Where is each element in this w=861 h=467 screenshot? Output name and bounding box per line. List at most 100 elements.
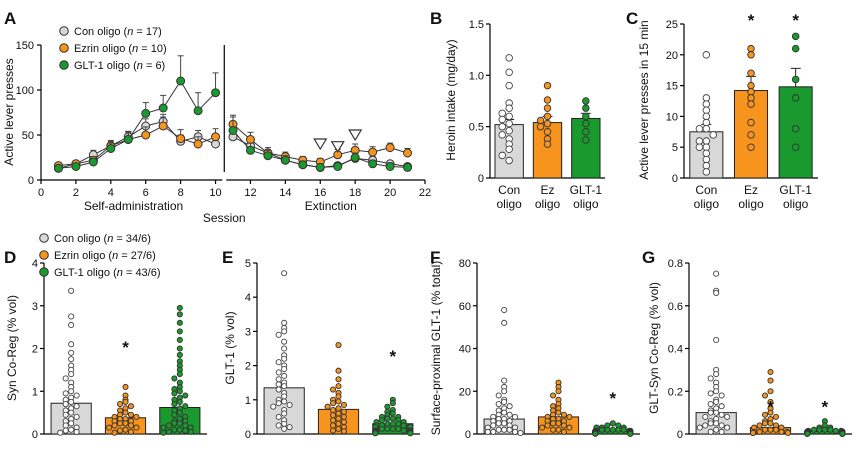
phase-label-extinction: Extinction — [305, 199, 357, 213]
point-c-glt — [791, 124, 800, 133]
point-e-ez — [329, 427, 337, 434]
point-d-ez — [122, 383, 129, 391]
legend-a-glt-label: GLT-1 oligo (n = 6) — [74, 60, 165, 72]
data-point — [315, 162, 325, 172]
point-d-con — [68, 420, 75, 427]
point-g-glt — [804, 430, 811, 437]
point-e-ez — [329, 417, 337, 424]
data-point — [158, 103, 168, 113]
data-point — [280, 155, 290, 165]
y-tick-label-e: 4 — [245, 292, 251, 304]
point-d-glt — [171, 375, 178, 382]
point-e-ez — [340, 401, 348, 408]
point-g-con — [718, 403, 725, 410]
y-tick-label-c: 15 — [666, 81, 678, 93]
point-g-glt — [816, 426, 823, 433]
point-g-con — [713, 409, 720, 416]
data-point — [263, 151, 273, 161]
point-g-ez — [749, 429, 757, 436]
data-point — [71, 162, 81, 171]
data-point — [298, 160, 308, 170]
point-c-ez — [747, 100, 755, 108]
point-d-con — [68, 388, 75, 395]
point-b-con — [505, 119, 513, 128]
point-g-con — [707, 390, 714, 397]
point-f-ez — [549, 420, 557, 427]
point-e-glt — [400, 427, 407, 434]
point-g-glt — [832, 427, 839, 434]
y-tick-label-e: 2 — [245, 361, 251, 373]
x-tick-label-a: 16 — [314, 187, 326, 199]
point-f-con — [495, 401, 502, 408]
point-g-con — [718, 422, 725, 429]
category-label-b: Con — [498, 183, 520, 197]
point-e-glt — [372, 430, 379, 437]
y-tick-label-a: 100 — [16, 85, 34, 97]
point-g-glt — [839, 430, 846, 437]
x-tick-label-a: 0 — [38, 187, 44, 199]
point-e-glt — [407, 430, 414, 437]
point-g-con — [724, 424, 731, 431]
legend-d-con-marker — [39, 233, 49, 243]
point-d-con — [68, 356, 75, 363]
point-c-con — [695, 137, 704, 145]
y-tick-label-d: 4 — [32, 258, 38, 270]
series-line — [58, 80, 216, 169]
point-d-con — [73, 403, 80, 410]
legend-d-glt-marker — [39, 267, 49, 277]
point-g-ez — [767, 426, 774, 433]
point-g-ez — [767, 420, 774, 427]
y-tick-label-c: 25 — [666, 19, 678, 31]
point-d-glt — [182, 403, 189, 410]
point-g-ez — [767, 409, 774, 416]
point-d-glt — [176, 398, 183, 405]
point-f-glt — [609, 420, 616, 427]
point-f-con — [506, 411, 513, 418]
point-c-ez — [747, 94, 755, 102]
point-e-ez — [335, 415, 342, 422]
point-b-con — [505, 68, 513, 77]
point-d-ez — [111, 422, 118, 429]
y-axis-title-f: Surface-proximal GLT-1 (% total) — [429, 261, 443, 436]
point-d-glt — [171, 411, 178, 418]
point-d-ez — [111, 429, 118, 436]
point-g-ez — [772, 413, 780, 420]
point-f-con — [484, 428, 491, 435]
y-axis-title-e: GLT-1 (% vol) — [223, 311, 237, 384]
point-g-con — [713, 336, 720, 344]
point-d-glt — [160, 429, 167, 436]
point-c-ez — [747, 88, 755, 96]
point-d-glt — [182, 392, 189, 399]
point-e-ez — [335, 383, 342, 390]
y-tick-label-f: 0 — [465, 429, 471, 441]
data-point — [176, 76, 186, 86]
point-g-glt — [827, 426, 834, 433]
point-d-glt — [171, 426, 178, 433]
point-e-con — [281, 319, 288, 326]
point-g-con — [702, 413, 709, 420]
point-e-ez — [335, 410, 342, 417]
legend-d-ez-label: Ezrin oligo (n = 27/6) — [54, 250, 156, 262]
point-g-con — [713, 371, 720, 378]
point-f-ez — [555, 388, 562, 395]
y-tick-label-b: 1.5 — [469, 19, 484, 31]
data-point — [193, 106, 203, 116]
point-d-ez — [133, 413, 140, 420]
point-c-con — [695, 143, 704, 151]
point-e-con — [281, 365, 288, 373]
point-d-glt — [182, 427, 189, 434]
point-b-ez — [536, 116, 545, 125]
point-e-glt — [395, 420, 402, 427]
y-tick-label-e: 0 — [245, 429, 251, 441]
point-d-ez — [116, 420, 124, 427]
data-point — [333, 162, 343, 171]
point-d-glt — [176, 388, 183, 395]
data-point — [158, 121, 168, 131]
point-c-con — [702, 168, 711, 176]
point-f-con — [501, 420, 508, 427]
point-f-con — [495, 426, 502, 433]
point-g-glt — [821, 426, 828, 433]
point-c-con — [702, 161, 711, 170]
y-tick-label-d: 2 — [32, 344, 38, 356]
